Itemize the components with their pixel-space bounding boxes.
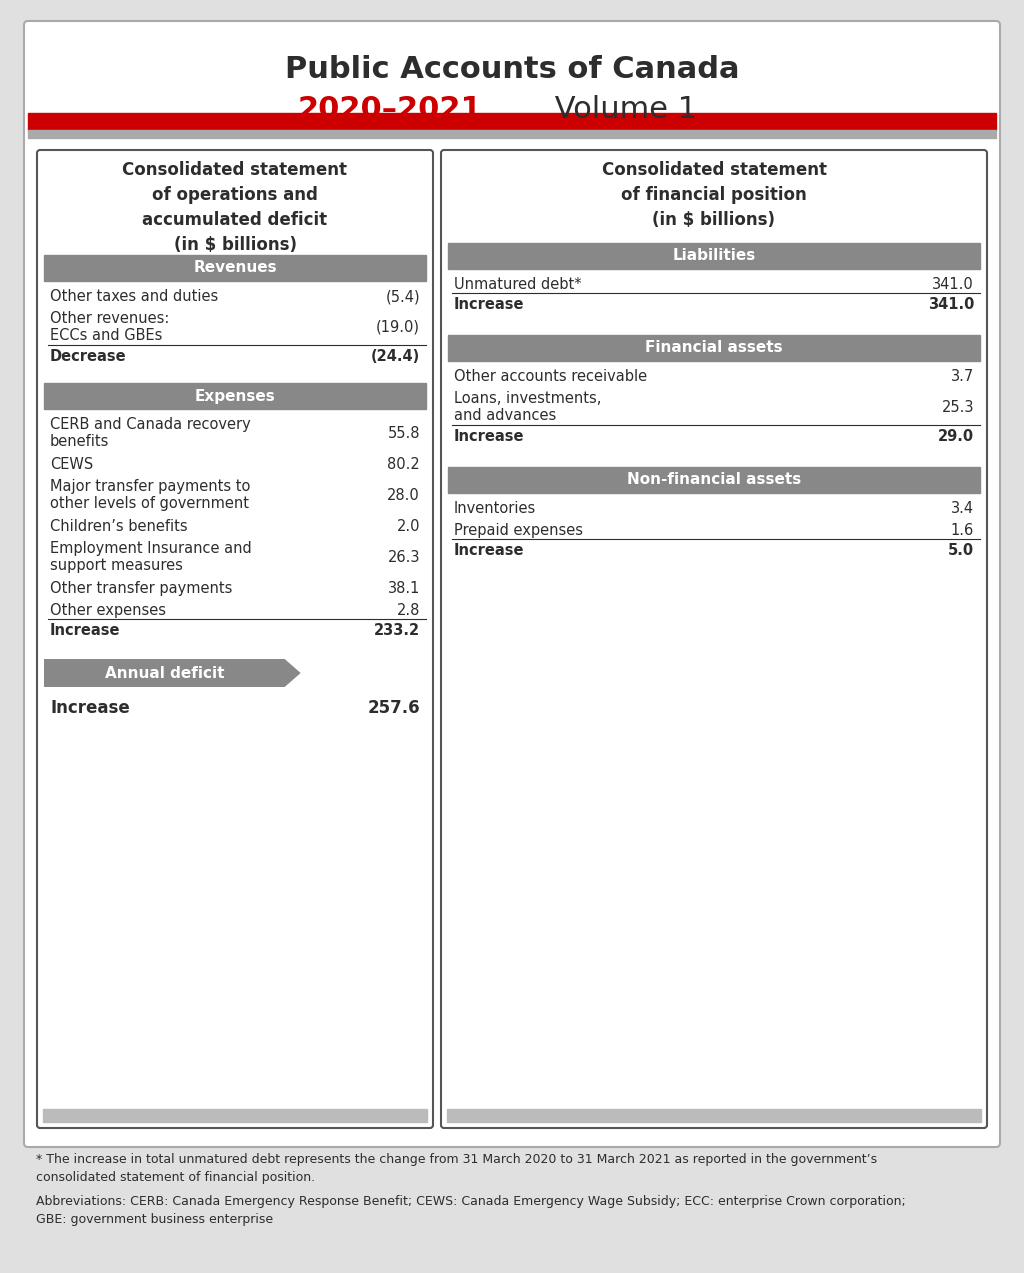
Text: 38.1: 38.1 bbox=[388, 580, 420, 596]
Text: Increase: Increase bbox=[50, 622, 121, 638]
Text: Children’s benefits: Children’s benefits bbox=[50, 519, 187, 533]
Text: CERB and Canada recovery: CERB and Canada recovery bbox=[50, 418, 251, 432]
FancyBboxPatch shape bbox=[37, 150, 433, 1128]
Text: Non-financial assets: Non-financial assets bbox=[627, 472, 801, 488]
Text: Increase: Increase bbox=[454, 544, 524, 558]
Bar bbox=[449, 467, 980, 493]
Text: Expenses: Expenses bbox=[195, 388, 275, 404]
Text: 3.7: 3.7 bbox=[950, 369, 974, 384]
Text: 2.0: 2.0 bbox=[396, 519, 420, 533]
Bar bbox=[449, 243, 980, 269]
Text: 29.0: 29.0 bbox=[938, 429, 974, 444]
Text: Annual deficit: Annual deficit bbox=[104, 666, 224, 681]
Text: Liabilities: Liabilities bbox=[673, 248, 756, 264]
Text: Revenues: Revenues bbox=[194, 261, 276, 275]
Text: Major transfer payments to: Major transfer payments to bbox=[50, 479, 251, 494]
Text: Consolidated statement
of operations and
accumulated deficit
(in $ billions): Consolidated statement of operations and… bbox=[123, 160, 347, 255]
Text: ECCs and GBEs: ECCs and GBEs bbox=[50, 328, 163, 342]
Bar bbox=[44, 383, 426, 409]
Text: Loans, investments,: Loans, investments, bbox=[454, 391, 601, 406]
Text: 5.0: 5.0 bbox=[948, 544, 974, 558]
Text: Employment Insurance and: Employment Insurance and bbox=[50, 541, 252, 556]
Bar bbox=[44, 255, 426, 281]
Text: Other revenues:: Other revenues: bbox=[50, 311, 169, 326]
Text: 2020–2021: 2020–2021 bbox=[298, 95, 482, 123]
Text: * The increase in total unmatured debt represents the change from 31 March 2020 : * The increase in total unmatured debt r… bbox=[36, 1153, 878, 1184]
Text: other levels of government: other levels of government bbox=[50, 496, 249, 510]
Text: Decrease: Decrease bbox=[50, 349, 127, 364]
Text: 341.0: 341.0 bbox=[932, 278, 974, 292]
Text: Unmatured debt*: Unmatured debt* bbox=[454, 278, 582, 292]
Polygon shape bbox=[44, 659, 301, 687]
Text: Other transfer payments: Other transfer payments bbox=[50, 580, 232, 596]
Text: 26.3: 26.3 bbox=[387, 550, 420, 564]
Text: Financial assets: Financial assets bbox=[645, 340, 782, 355]
Text: Increase: Increase bbox=[454, 297, 524, 312]
Bar bbox=[447, 1109, 981, 1122]
Text: 55.8: 55.8 bbox=[387, 425, 420, 440]
Text: 341.0: 341.0 bbox=[928, 297, 974, 312]
Text: 80.2: 80.2 bbox=[387, 457, 420, 472]
Text: benefits: benefits bbox=[50, 434, 110, 449]
Text: 1.6: 1.6 bbox=[950, 523, 974, 538]
Text: 257.6: 257.6 bbox=[368, 699, 420, 717]
Text: 25.3: 25.3 bbox=[941, 400, 974, 415]
Text: Other expenses: Other expenses bbox=[50, 603, 166, 617]
Text: CEWS: CEWS bbox=[50, 457, 93, 472]
FancyBboxPatch shape bbox=[24, 20, 1000, 1147]
Text: Consolidated statement
of financial position
(in $ billions): Consolidated statement of financial posi… bbox=[601, 160, 826, 229]
Text: support measures: support measures bbox=[50, 558, 183, 573]
Bar bbox=[43, 1109, 427, 1122]
Bar bbox=[28, 130, 996, 137]
Text: 233.2: 233.2 bbox=[374, 622, 420, 638]
Text: Increase: Increase bbox=[50, 699, 130, 717]
Text: 2.8: 2.8 bbox=[396, 603, 420, 617]
Bar bbox=[449, 335, 980, 362]
Text: Volume 1: Volume 1 bbox=[545, 95, 697, 123]
Text: (24.4): (24.4) bbox=[371, 349, 420, 364]
Text: Inventories: Inventories bbox=[454, 502, 537, 516]
Text: 3.4: 3.4 bbox=[951, 502, 974, 516]
Bar bbox=[28, 113, 996, 130]
FancyBboxPatch shape bbox=[441, 150, 987, 1128]
Text: Increase: Increase bbox=[454, 429, 524, 444]
Text: Prepaid expenses: Prepaid expenses bbox=[454, 523, 583, 538]
Text: and advances: and advances bbox=[454, 409, 556, 423]
Text: (5.4): (5.4) bbox=[385, 289, 420, 304]
Text: Public Accounts of Canada: Public Accounts of Canada bbox=[285, 55, 739, 84]
Text: Other taxes and duties: Other taxes and duties bbox=[50, 289, 218, 304]
Text: Other accounts receivable: Other accounts receivable bbox=[454, 369, 647, 384]
Text: 28.0: 28.0 bbox=[387, 488, 420, 503]
Text: (19.0): (19.0) bbox=[376, 320, 420, 335]
Text: Abbreviations: CERB: Canada Emergency Response Benefit; CEWS: Canada Emergency W: Abbreviations: CERB: Canada Emergency Re… bbox=[36, 1195, 906, 1226]
